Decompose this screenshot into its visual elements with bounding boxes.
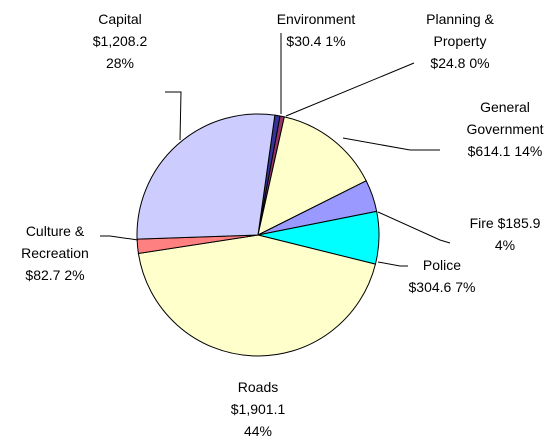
pie-slice — [136, 113, 276, 240]
percent-label: 2% — [64, 267, 85, 283]
slice-label: General Government $614.1 14% — [455, 96, 555, 162]
leader-line — [377, 211, 451, 244]
percent-label: 0% — [469, 55, 490, 71]
category-label: Roads — [237, 379, 279, 395]
category-label: Environment — [276, 11, 356, 27]
percent-label: 4% — [494, 237, 516, 253]
pie-slice — [137, 234, 377, 357]
category-label: Capital — [98, 11, 142, 27]
value-label: $185.9 — [497, 215, 541, 231]
value-label: $30.4 — [286, 33, 322, 49]
slice-label: Culture & Recreation $82.7 2% — [10, 220, 100, 286]
leader-line — [342, 137, 440, 151]
slice-label: Capital $1,208.2 28% — [75, 8, 165, 74]
percent-label: 7% — [455, 279, 476, 295]
leader-line — [285, 62, 415, 117]
leader-line — [100, 235, 139, 241]
slice-label: Planning & Property $24.8 0% — [420, 8, 500, 74]
value-label: $614.1 — [467, 143, 511, 159]
slice-label: Police $304.6 7% — [387, 254, 497, 298]
category-label: Culture & Recreation — [21, 223, 89, 261]
value-label: $1,208.2 — [92, 33, 148, 49]
category-label: General Government — [466, 99, 544, 137]
category-label: Police — [422, 257, 462, 273]
leader-line — [165, 91, 182, 141]
category-label: Fire — [469, 215, 494, 231]
pie-slice — [257, 116, 367, 236]
slice-label: Environment $30.4 1% — [256, 8, 376, 52]
value-label: $24.8 — [430, 55, 466, 71]
percent-label: 1% — [325, 33, 346, 49]
percent-label: 28% — [105, 55, 135, 71]
percent-label: 44% — [243, 423, 273, 439]
leader-line — [377, 261, 408, 267]
value-label: $82.7 — [25, 267, 61, 283]
value-label: $1,901.1 — [230, 401, 286, 417]
slice-label: Fire $185.9 4% — [450, 212, 558, 256]
slice-label: Roads $1,901.1 44% — [213, 376, 303, 442]
category-label: Planning & Property — [426, 11, 494, 49]
percent-label: 14% — [514, 143, 543, 159]
value-label: $304.6 — [408, 279, 452, 295]
